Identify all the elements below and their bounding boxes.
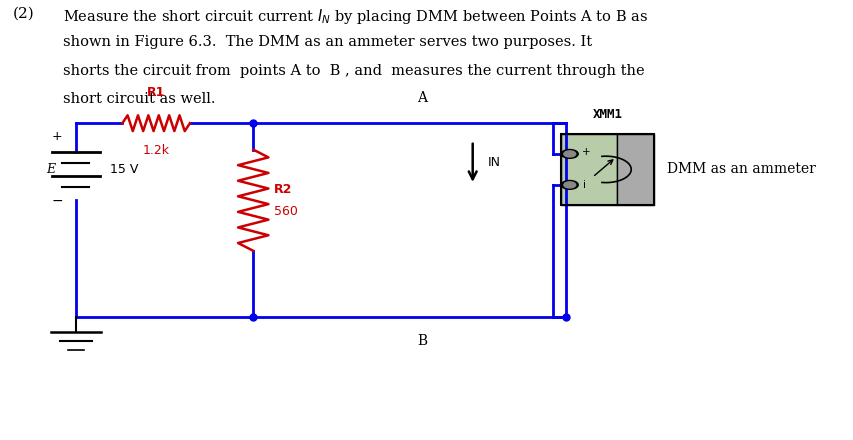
Text: (2): (2) [13,7,34,21]
Circle shape [560,150,577,158]
Text: −: − [51,194,63,208]
Text: 15 V: 15 V [109,163,138,176]
Text: A: A [416,91,426,105]
Circle shape [563,182,575,188]
Text: XMM1: XMM1 [592,108,622,121]
Text: 1.2k: 1.2k [142,144,170,158]
Text: i: i [583,180,586,190]
Bar [560,134,653,205]
Text: B: B [416,334,426,348]
Text: short circuit as well.: short circuit as well. [63,92,216,106]
Circle shape [560,180,577,189]
Text: E: E [46,163,55,176]
Bar [617,134,653,205]
Text: shorts the circuit from  points A to  B , and  measures the current through the: shorts the circuit from points A to B , … [63,64,644,78]
Text: DMM as an ammeter: DMM as an ammeter [666,162,815,176]
Circle shape [563,151,575,157]
Text: 560: 560 [274,205,298,218]
Text: R2: R2 [274,183,293,196]
Text: +: + [52,130,62,143]
Text: Measure the short circuit current $I_N$ by placing DMM between Points A to B as: Measure the short circuit current $I_N$ … [63,7,647,26]
Text: R1: R1 [147,86,165,99]
Text: shown in Figure 6.3.  The DMM as an ammeter serves two purposes. It: shown in Figure 6.3. The DMM as an ammet… [63,35,592,49]
Text: +: + [582,147,590,157]
Text: IN: IN [487,156,501,169]
Bar [560,134,617,205]
